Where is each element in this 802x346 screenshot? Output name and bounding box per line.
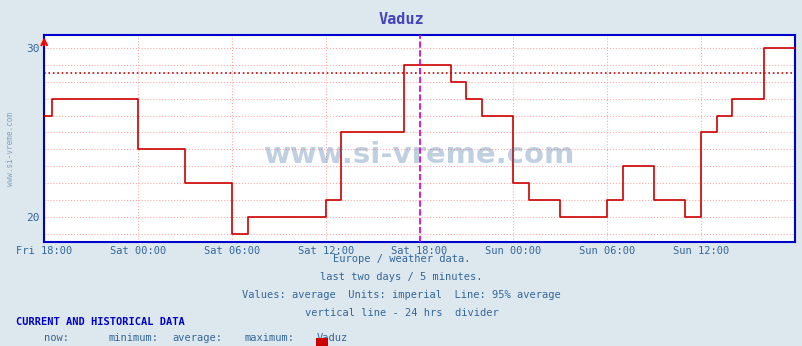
- Text: CURRENT AND HISTORICAL DATA: CURRENT AND HISTORICAL DATA: [16, 317, 184, 327]
- Text: last two days / 5 minutes.: last two days / 5 minutes.: [320, 272, 482, 282]
- Text: Europe / weather data.: Europe / weather data.: [332, 254, 470, 264]
- Text: www.si-vreme.com: www.si-vreme.com: [264, 141, 574, 169]
- Text: Vaduz: Vaduz: [379, 12, 423, 27]
- Text: maximum:: maximum:: [245, 333, 294, 343]
- Text: Values: average  Units: imperial  Line: 95% average: Values: average Units: imperial Line: 95…: [242, 290, 560, 300]
- Text: average:: average:: [172, 333, 222, 343]
- Text: www.si-vreme.com: www.si-vreme.com: [6, 112, 15, 186]
- Text: now:: now:: [44, 333, 69, 343]
- Text: vertical line - 24 hrs  divider: vertical line - 24 hrs divider: [304, 308, 498, 318]
- Text: minimum:: minimum:: [108, 333, 158, 343]
- Text: Vaduz: Vaduz: [317, 333, 348, 343]
